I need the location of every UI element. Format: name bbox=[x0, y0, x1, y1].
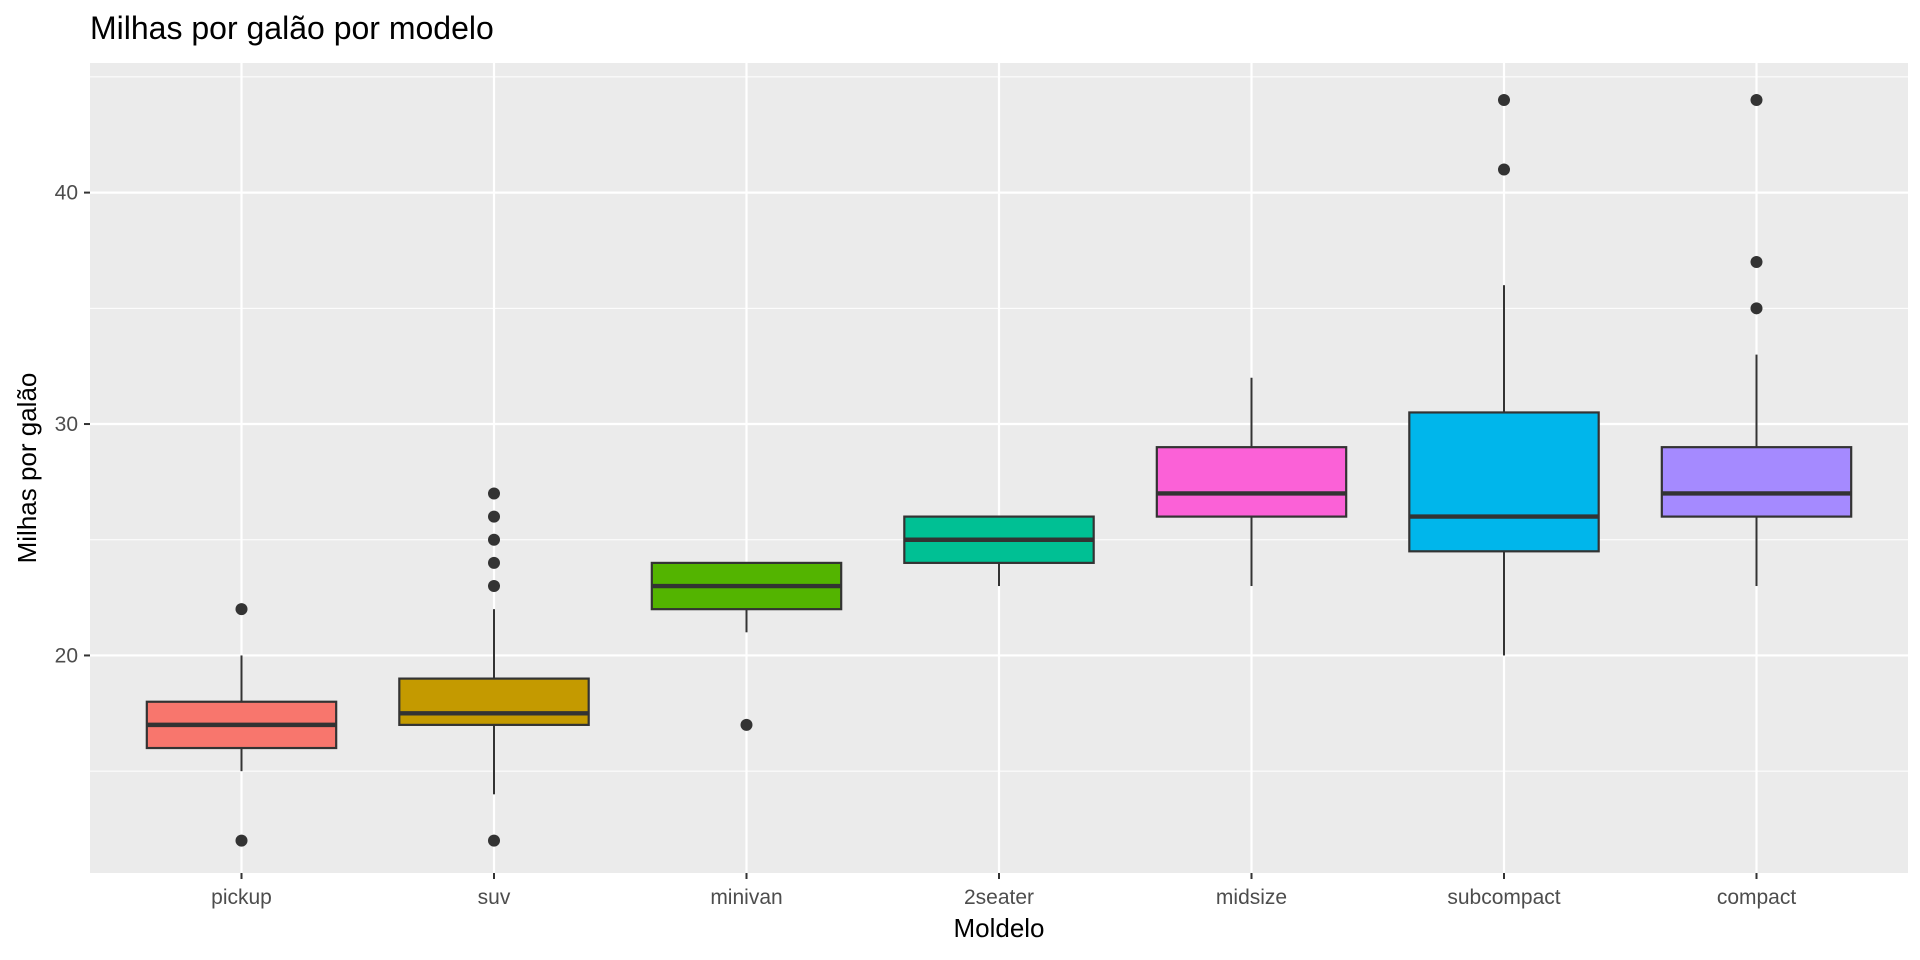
y-axis-ticks: 20 30 40 bbox=[55, 182, 90, 667]
x-tick-label: subcompact bbox=[1447, 886, 1560, 909]
x-tick-label: suv bbox=[478, 886, 511, 909]
outlier-point bbox=[488, 580, 500, 593]
y-tick-label: 30 bbox=[55, 413, 78, 436]
outlier-point bbox=[1498, 163, 1510, 176]
outlier-point bbox=[488, 510, 500, 523]
x-tick-label: pickup bbox=[211, 886, 272, 909]
outlier-point bbox=[1750, 94, 1763, 107]
x-tick-label: 2seater bbox=[964, 886, 1034, 909]
outlier-point bbox=[1750, 302, 1763, 315]
box-iqr bbox=[1660, 446, 1853, 518]
box-compact bbox=[1660, 94, 1853, 587]
x-tick-label: minivan bbox=[710, 886, 782, 909]
outlier-point bbox=[235, 834, 248, 847]
y-axis-title: Milhas por galão bbox=[12, 373, 42, 564]
box-midsize bbox=[1155, 377, 1348, 587]
outlier-point bbox=[235, 603, 248, 616]
outlier-point bbox=[488, 533, 500, 546]
boxes bbox=[145, 94, 1853, 847]
y-tick-label: 40 bbox=[55, 182, 78, 205]
box-subcompact bbox=[1408, 94, 1600, 656]
box-2seater bbox=[903, 515, 1095, 587]
outlier-point bbox=[488, 556, 500, 569]
box-pickup bbox=[145, 603, 338, 847]
box-suv bbox=[398, 487, 590, 847]
chart-title: Milhas por galão por modelo bbox=[90, 10, 494, 46]
x-tick-label: compact bbox=[1717, 886, 1797, 909]
outlier-point bbox=[488, 834, 500, 847]
outlier-point bbox=[1750, 256, 1763, 269]
box-iqr bbox=[398, 677, 590, 726]
box-iqr bbox=[1408, 411, 1600, 553]
outlier-point bbox=[488, 487, 500, 500]
x-axis-ticks: pickup suv minivan 2seater midsize subcompact… bbox=[211, 873, 1796, 909]
x-axis-title: Moldelo bbox=[953, 913, 1044, 943]
x-tick-label: midsize bbox=[1216, 886, 1287, 909]
box-minivan bbox=[650, 561, 843, 731]
y-tick-label: 20 bbox=[55, 644, 78, 667]
box-iqr bbox=[1155, 446, 1348, 518]
outlier-point bbox=[1498, 94, 1510, 107]
outlier-point bbox=[740, 718, 753, 731]
